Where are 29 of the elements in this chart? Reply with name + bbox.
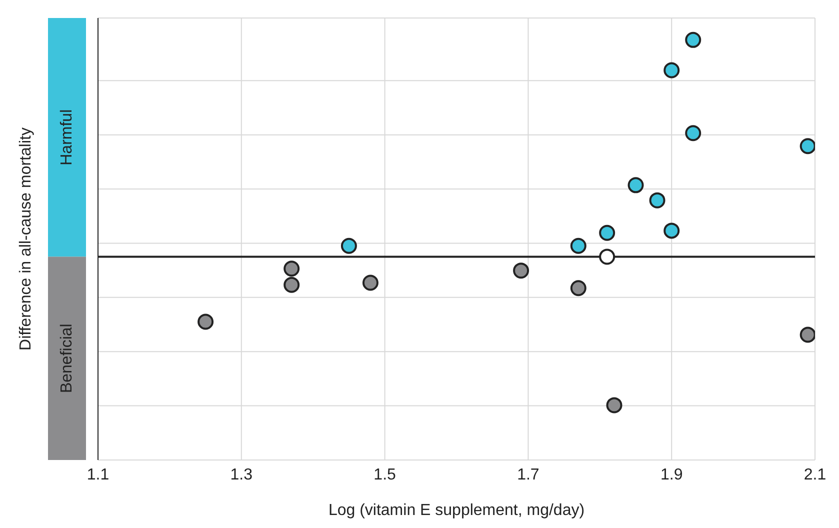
x-axis-title: Log (vitamin E supplement, mg/day): [328, 502, 585, 519]
point: [800, 326, 815, 343]
point: [284, 276, 300, 293]
x-tick-label: 1.9: [660, 466, 683, 484]
x-tick-label: 1.7: [517, 466, 540, 484]
point: [628, 177, 644, 194]
point: [570, 280, 586, 296]
x-tick-label: 1.1: [86, 466, 110, 484]
side-label-block: Beneficial: [48, 256, 86, 460]
point: [606, 397, 622, 414]
side-label-block: Harmful: [48, 18, 86, 257]
point: [599, 224, 616, 241]
point: [649, 192, 666, 208]
point: [570, 238, 586, 254]
point: [198, 314, 214, 330]
x-tick-label: 2.1: [804, 466, 826, 484]
point: [800, 138, 815, 154]
point: [513, 262, 530, 279]
x-tick-label: 1.3: [230, 466, 253, 484]
point: [599, 248, 616, 265]
point: [685, 125, 702, 142]
point: [362, 274, 378, 291]
point: [664, 222, 680, 239]
point: [664, 62, 680, 78]
y-axis-title: Difference in all-cause mortality: [18, 128, 34, 350]
point: [284, 260, 300, 277]
point: [685, 32, 702, 48]
x-tick-label: 1.5: [374, 466, 396, 484]
point: [340, 238, 357, 254]
